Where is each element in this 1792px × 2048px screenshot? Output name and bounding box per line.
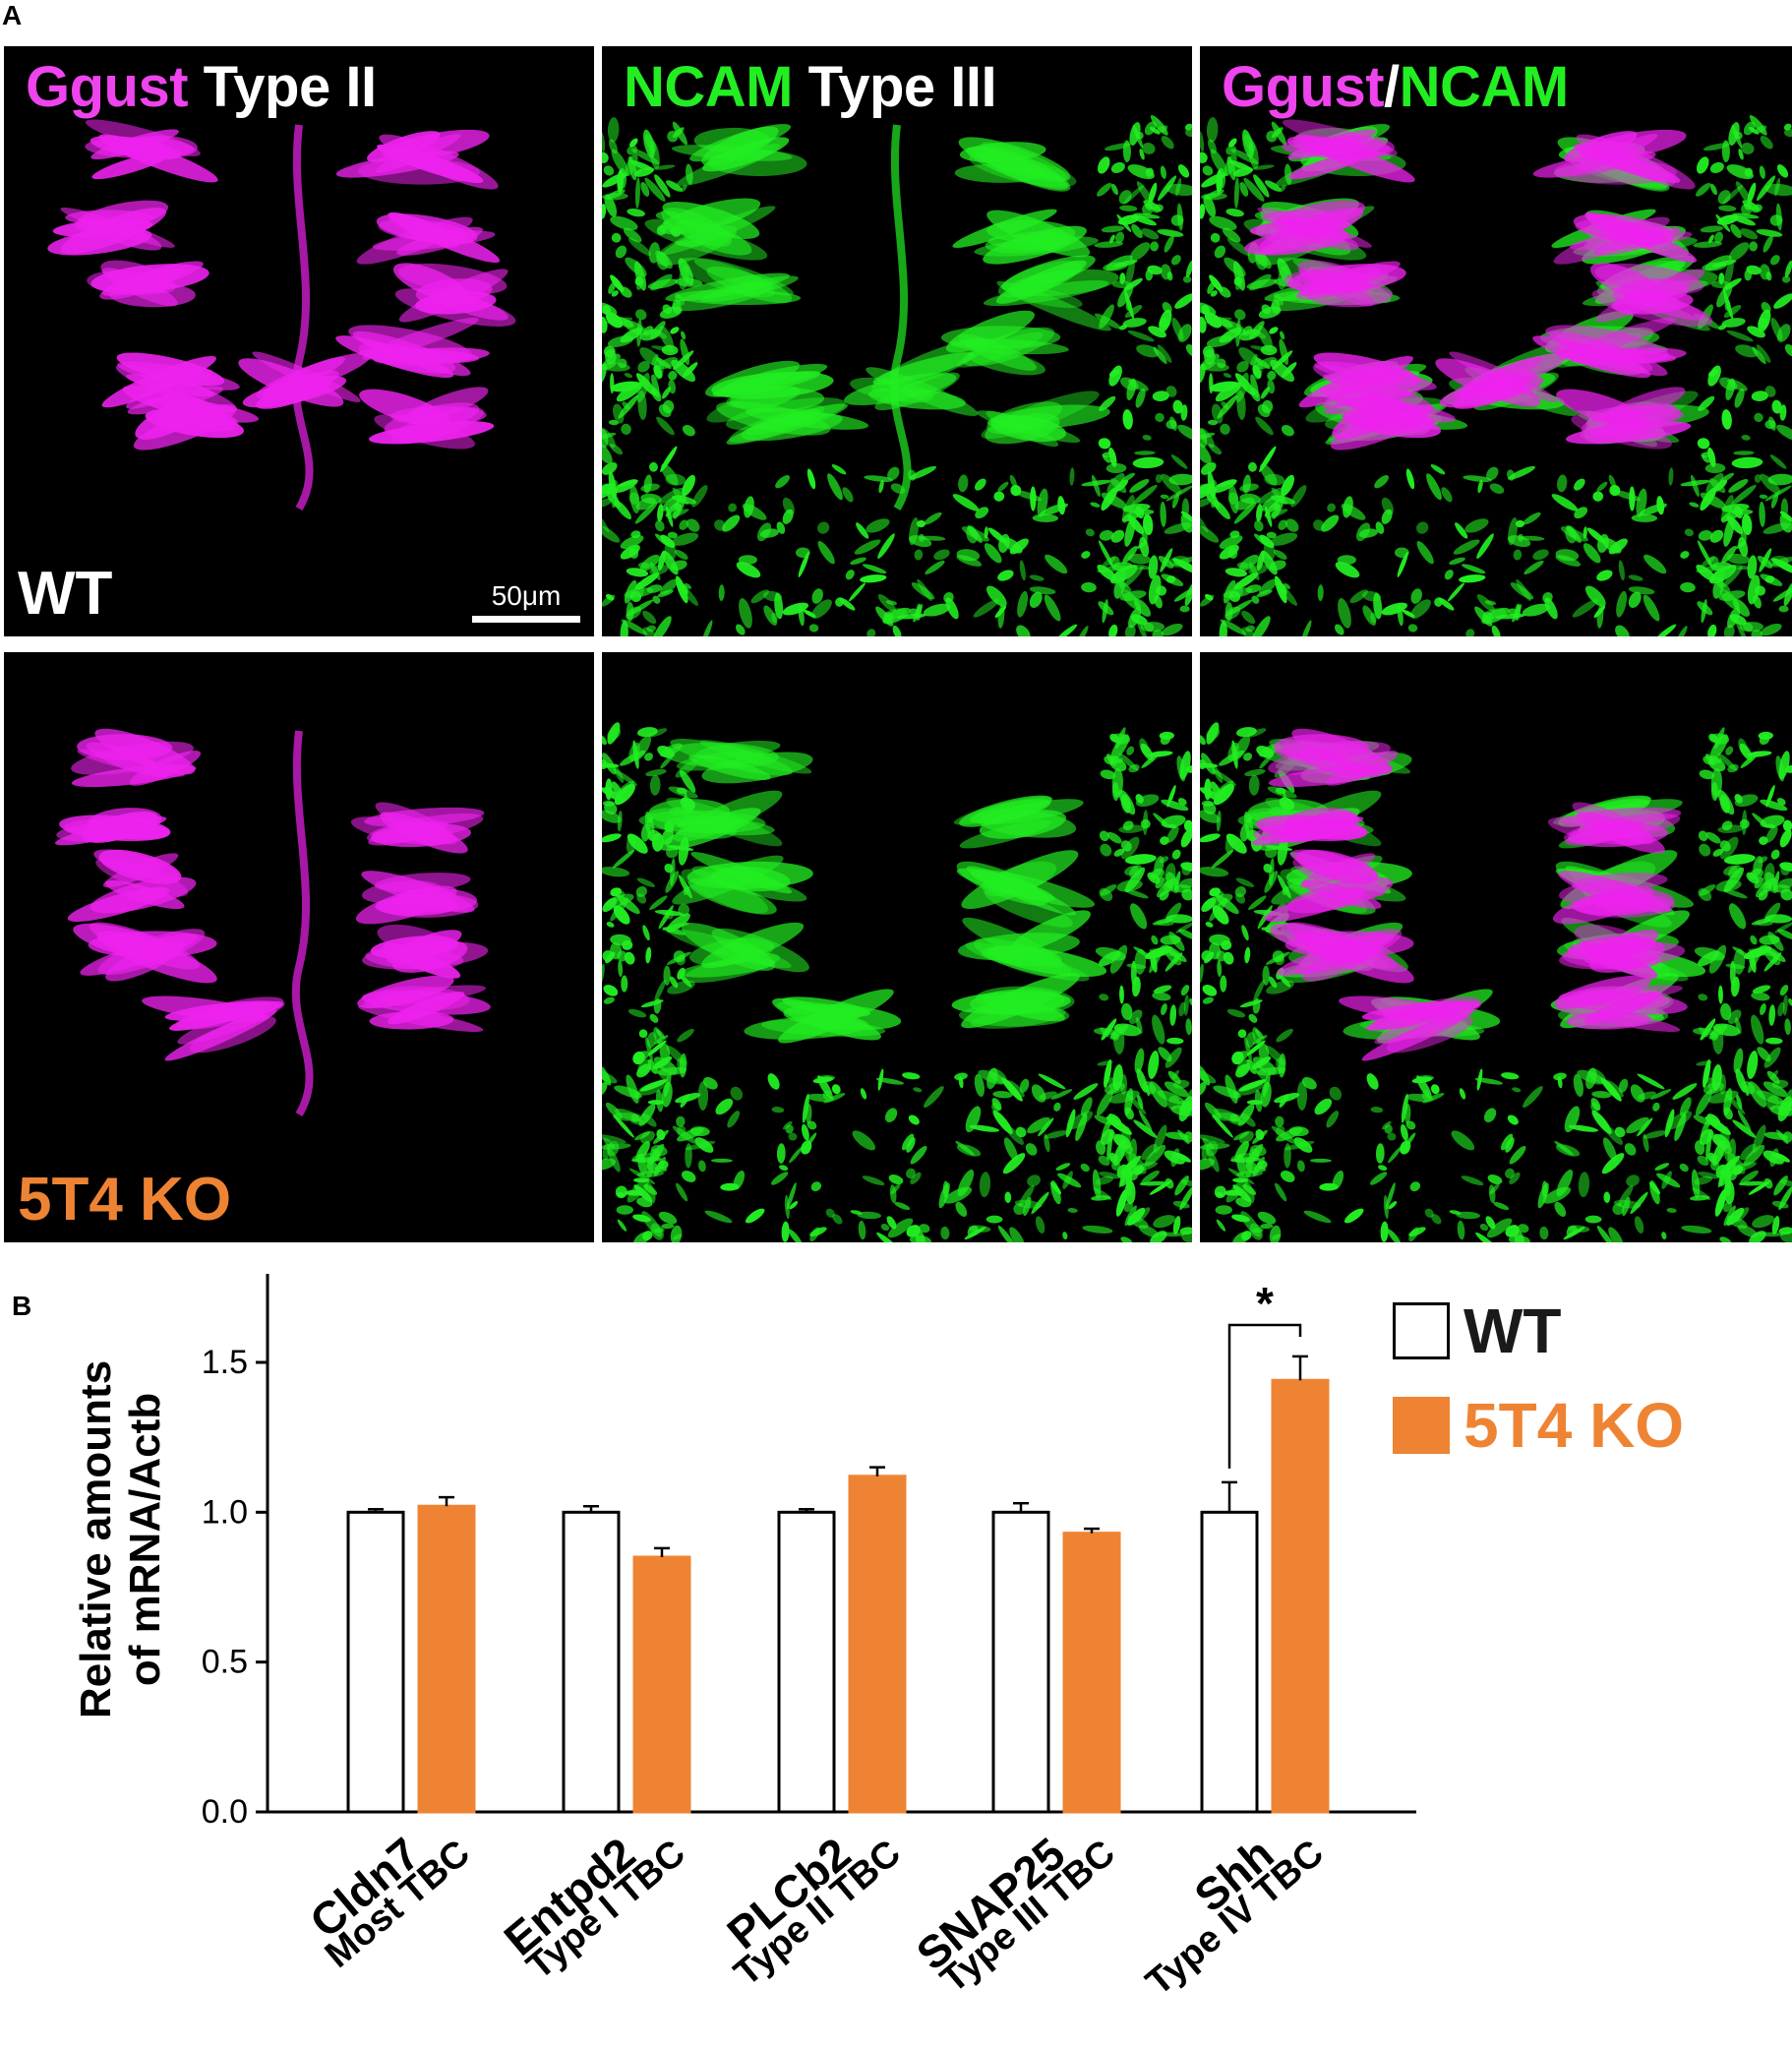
panel-title-ggust-type2: Ggust Type II — [26, 54, 377, 120]
chart-labels: 0.0 0.5 1.0 1.5 Relative amounts of mRNA/Actb… — [72, 1278, 1332, 2004]
panel-b-letter: B — [12, 1291, 32, 1321]
panel-title-part: NCAM — [1399, 55, 1569, 119]
taste-cell-cluster — [47, 119, 516, 451]
bar-shh-wt — [1200, 1510, 1259, 1814]
taste-cell-cluster — [54, 728, 491, 1061]
bar-entpd2-5t4-ko — [632, 1555, 691, 1814]
legend-swatch-wt — [1393, 1302, 1450, 1359]
scale-bar-line — [472, 616, 580, 623]
merge-stain-image — [1200, 115, 1792, 636]
scale-bar: 50μm — [472, 580, 580, 623]
micrograph-ko-ncam — [602, 652, 1192, 1242]
y-tick-label: 0.0 — [202, 1793, 248, 1831]
y-tick-label: 0.5 — [202, 1644, 248, 1681]
panel-title-part: Ggust — [26, 55, 189, 119]
legend-item-5t4-ko: 5T4 KO — [1393, 1389, 1684, 1462]
taste-pore-cleft — [889, 124, 912, 512]
panel-title-merge: Ggust/NCAM — [1222, 54, 1569, 120]
ncam-stain-image — [602, 115, 1192, 636]
micrograph-wt-ggust: Ggust Type II WT 50μm — [4, 46, 594, 636]
taste-cell-cluster — [638, 739, 1107, 1044]
chart-bars — [346, 1355, 1330, 1814]
bar-plcb2-5t4-ko — [848, 1475, 907, 1814]
taste-pore-cleft — [291, 124, 314, 512]
bar-cldn7-5t4-ko — [417, 1504, 476, 1814]
y-tick-label: 1.5 — [202, 1344, 248, 1381]
bar-entpd2-wt — [562, 1510, 621, 1814]
nerve-fiber-texture — [602, 722, 1192, 1242]
y-tick-label: 1.0 — [202, 1493, 248, 1531]
ncam-stain-image — [602, 722, 1192, 1242]
taste-cell-cluster — [1251, 728, 1688, 1061]
panel-a-letter: A — [2, 0, 23, 30]
micrograph-wt-ncam: NCAM Type III — [602, 46, 1192, 636]
significance-star: * — [1256, 1278, 1274, 1329]
genotype-label-wt: WT — [18, 560, 113, 628]
legend-swatch-5t4-ko — [1393, 1397, 1450, 1454]
panel-title-ncam-type3: NCAM Type III — [624, 54, 997, 120]
bar-snap25-wt — [991, 1510, 1050, 1814]
merge-stain-image — [1200, 722, 1792, 1242]
nerve-fiber-texture — [602, 115, 1192, 636]
scale-bar-label: 50μm — [491, 580, 562, 611]
micrograph-wt-merge: Ggust/NCAM — [1200, 46, 1792, 636]
panel-title-part: / — [1384, 55, 1400, 119]
taste-pore-cleft — [291, 730, 314, 1117]
taste-cell-cluster — [1244, 119, 1713, 451]
panel-title-part: Type III — [792, 55, 997, 119]
y-axis-title: of mRNA/Actb — [121, 1393, 169, 1686]
bar-shh-5t4-ko — [1271, 1378, 1330, 1814]
bar-cldn7-wt — [346, 1510, 405, 1814]
ggust-stain-image — [47, 119, 516, 512]
legend-label-wt: WT — [1463, 1295, 1562, 1366]
y-axis-title: Relative amounts — [72, 1360, 120, 1718]
panel-title-part: Ggust — [1222, 55, 1385, 119]
taste-cell-cluster — [644, 124, 1119, 448]
bar-snap25-5t4-ko — [1062, 1532, 1121, 1814]
bar-plcb2-wt — [777, 1510, 836, 1814]
nerve-fiber-texture — [1200, 115, 1792, 636]
ggust-stain-image — [54, 728, 491, 1117]
panel-title-part: Type II — [188, 55, 377, 119]
legend-label-5t4-ko: 5T4 KO — [1463, 1390, 1685, 1461]
significance-bracket — [1227, 1323, 1302, 1469]
micrograph-ko-ggust: 5T4 KO — [4, 652, 594, 1242]
legend-item-wt: WT — [1393, 1295, 1562, 1367]
mrna-bar-chart: 0.0 0.5 1.0 1.5 Relative amounts of mRNA/Actb… — [72, 1274, 1416, 2004]
genotype-label-5t4-ko: 5T4 KO — [18, 1166, 232, 1234]
micrograph-ko-merge — [1200, 652, 1792, 1242]
panel-title-part: NCAM — [624, 55, 793, 119]
nerve-fiber-texture — [1200, 722, 1792, 1242]
